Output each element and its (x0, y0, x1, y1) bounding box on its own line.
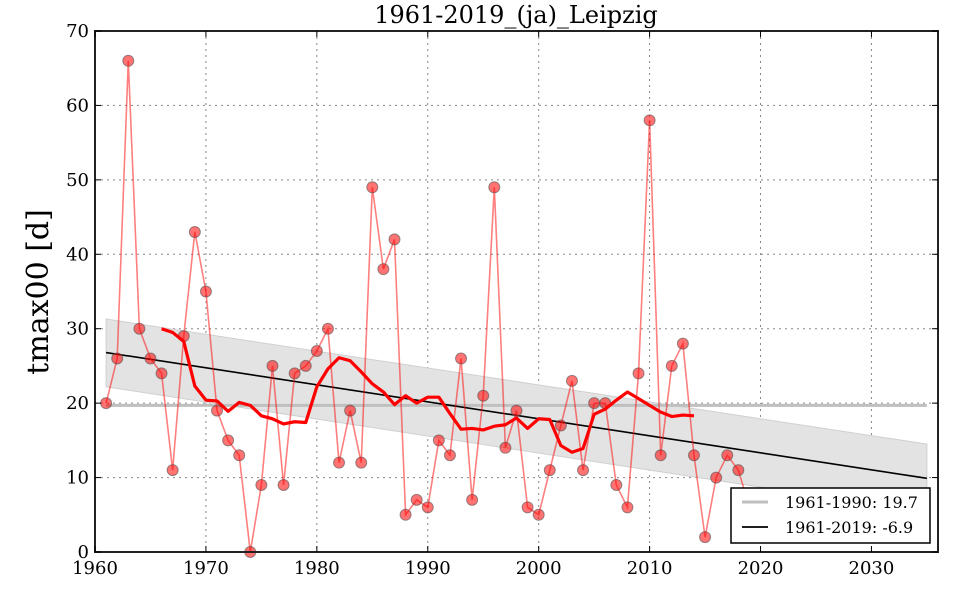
y-tick-label: 70 (66, 21, 89, 42)
y-tick-label: 30 (66, 319, 89, 340)
data-point (455, 352, 468, 365)
legend-box (730, 487, 931, 544)
y-tick-label: 20 (66, 393, 89, 414)
data-point (565, 374, 578, 387)
data-point (377, 263, 390, 276)
data-point (554, 419, 567, 432)
data-point (532, 508, 545, 521)
data-point (710, 471, 723, 484)
y-tick-label: 40 (66, 244, 89, 265)
data-point (687, 449, 700, 462)
data-point (632, 367, 645, 380)
data-point (188, 225, 201, 238)
data-point (421, 501, 434, 514)
data-point (499, 441, 512, 454)
series-layer (100, 54, 928, 558)
data-point (310, 345, 323, 358)
data-point (366, 181, 379, 194)
y-tick-label: 0 (78, 542, 89, 563)
x-tick-label: 1960 (72, 558, 118, 579)
y-axis-ticks: 0 10 20 30 40 50 60 70 (66, 21, 938, 563)
data-point (277, 479, 290, 492)
data-point (488, 181, 501, 194)
data-point (133, 322, 146, 335)
data-point (643, 114, 656, 127)
x-tick-label: 1980 (294, 558, 340, 579)
legend-label-trend: 1961-2019: -6.9 (785, 518, 913, 537)
data-point (610, 479, 623, 492)
y-axis-label: tmax00 [d] (21, 209, 56, 375)
data-point (432, 434, 445, 447)
running-mean-line (161, 327, 695, 454)
x-tick-label: 2020 (738, 558, 784, 579)
data-point (299, 359, 312, 372)
data-point (543, 464, 556, 477)
data-point (477, 389, 490, 402)
data-point (665, 359, 678, 372)
data-point (654, 449, 667, 462)
data-point (399, 508, 412, 521)
axes (94, 30, 939, 553)
data-point (233, 449, 246, 462)
x-tick-label: 2030 (849, 558, 895, 579)
data-point (111, 352, 124, 365)
data-point (721, 449, 734, 462)
x-tick-label: 2000 (516, 558, 562, 579)
data-point (510, 404, 523, 417)
data-point (577, 464, 590, 477)
data-point (333, 456, 346, 469)
chart-title: 1961-2019_(ja)_Leipzig (374, 1, 658, 29)
data-point (144, 352, 157, 365)
data-point (155, 367, 168, 380)
data-point (321, 322, 334, 335)
data-point (288, 367, 301, 380)
data-point (122, 54, 135, 67)
data-point (699, 531, 712, 544)
x-tick-label: 2010 (627, 558, 673, 579)
data-point (676, 337, 689, 350)
x-axis-ticks: 1960 1970 1980 1990 2000 2010 2020 2030 (72, 31, 894, 579)
data-point (466, 493, 479, 506)
data-point (344, 404, 357, 417)
y-tick-label: 50 (66, 170, 89, 191)
data-point (211, 404, 224, 417)
y-tick-label: 60 (66, 95, 89, 116)
y-tick-label: 10 (66, 468, 89, 489)
data-point (410, 493, 423, 506)
data-point (266, 359, 279, 372)
plot-frame (94, 30, 939, 553)
x-tick-label: 1990 (405, 558, 451, 579)
legend: 1961-1990: 19.7 1961-2019: -6.9 (730, 487, 931, 544)
data-point (255, 479, 268, 492)
data-point (588, 397, 601, 410)
x-tick-label: 1970 (183, 558, 229, 579)
data-point (222, 434, 235, 447)
data-point (443, 449, 456, 462)
data-point (355, 456, 368, 469)
legend-label-baseline: 1961-1990: 19.7 (785, 493, 918, 512)
data-point (521, 501, 534, 514)
data-point (388, 233, 401, 246)
data-point (100, 397, 113, 410)
data-point (732, 464, 745, 477)
data-point (199, 285, 212, 298)
data-point (166, 464, 179, 477)
data-point (621, 501, 634, 514)
